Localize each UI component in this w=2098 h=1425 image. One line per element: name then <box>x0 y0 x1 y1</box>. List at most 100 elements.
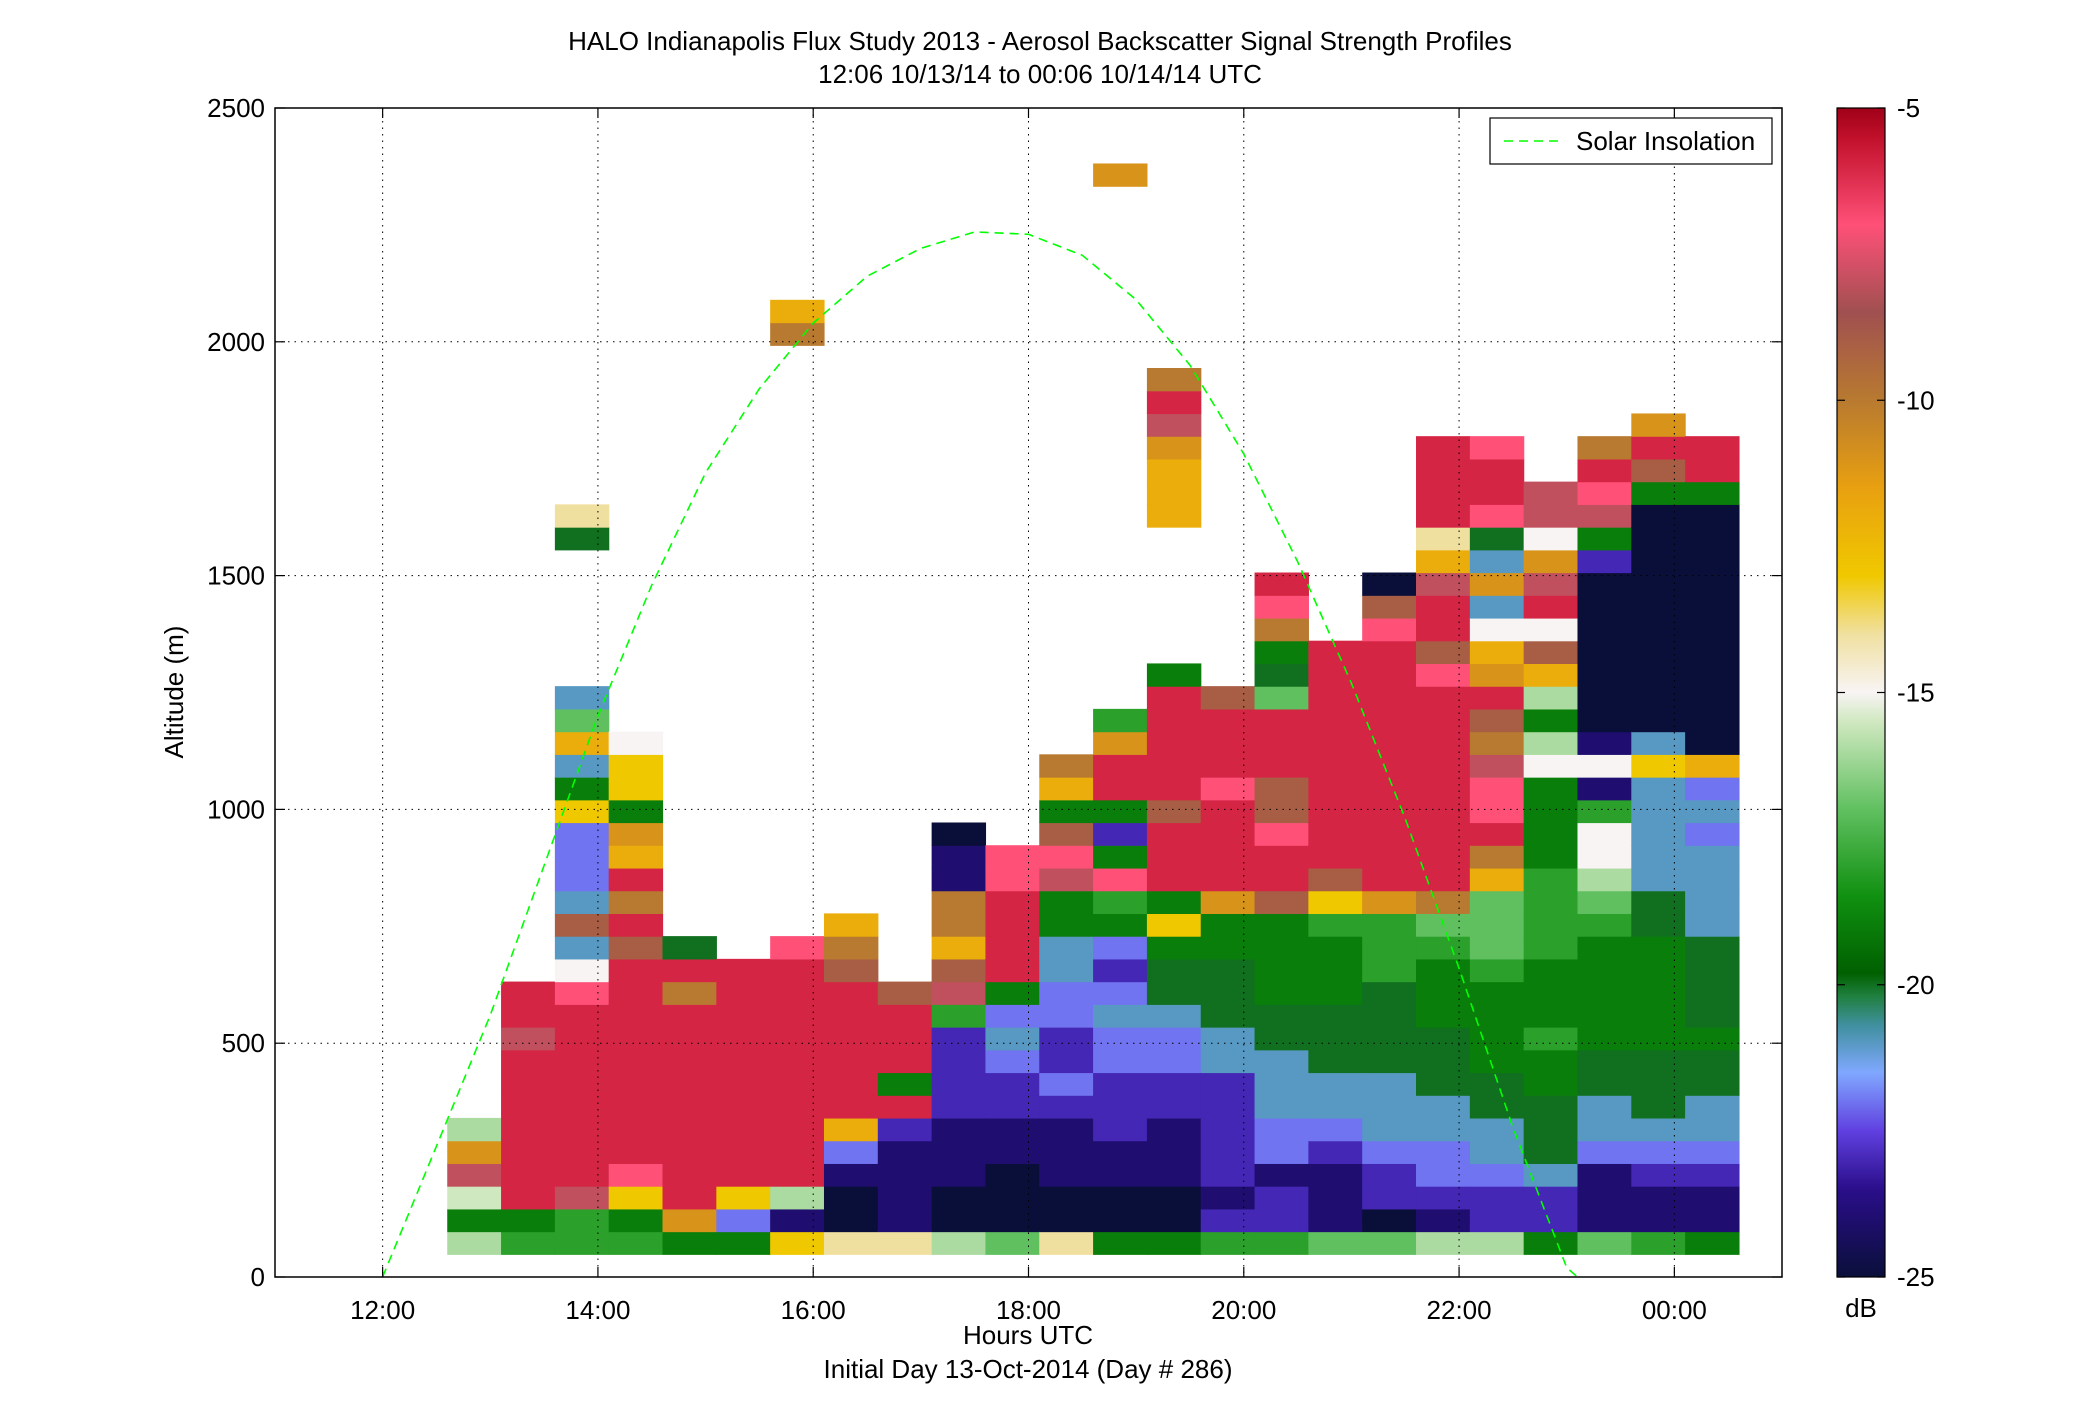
heatmap-cell <box>931 1140 987 1164</box>
heatmap-cell <box>1039 1095 1094 1119</box>
heatmap-cell <box>1200 1231 1256 1255</box>
heatmap-cell <box>931 1186 987 1210</box>
heatmap-cell <box>1631 413 1686 437</box>
heatmap-cell <box>770 322 825 346</box>
heatmap-cell <box>1200 1117 1256 1142</box>
heatmap-cell <box>501 1140 556 1164</box>
heatmap-cell <box>1362 1163 1417 1187</box>
y-tick-label: 2000 <box>207 327 265 357</box>
heatmap-cell <box>1254 1027 1309 1051</box>
heatmap-cell <box>1362 1027 1417 1051</box>
heatmap-cell <box>1577 1231 1632 1255</box>
heatmap-cell <box>1416 617 1471 642</box>
heatmap-cell <box>1416 549 1471 574</box>
heatmap-cell <box>1039 981 1094 1005</box>
heatmap-cell <box>1523 913 1579 937</box>
heatmap-cell <box>716 1231 771 1255</box>
heatmap-cell <box>1685 958 1740 983</box>
heatmap-cell <box>1577 504 1632 528</box>
heatmap-cell <box>554 1186 610 1210</box>
heatmap-cell <box>608 913 664 937</box>
heatmap-cell <box>1146 481 1202 505</box>
heatmap-cell <box>1146 958 1202 983</box>
heatmap-cell <box>1362 617 1417 642</box>
heatmap-cell <box>447 1117 502 1142</box>
heatmap-cell <box>1308 708 1363 733</box>
heatmap-cell <box>608 822 664 846</box>
heatmap-cell <box>1469 1049 1525 1074</box>
heatmap-cell <box>1416 1208 1471 1233</box>
heatmap-cell <box>1469 617 1525 642</box>
heatmap-cell <box>1093 777 1148 801</box>
heatmap-cell <box>1685 1231 1740 1255</box>
heatmap-cell <box>1093 1049 1148 1074</box>
heatmap-cell <box>608 731 664 755</box>
heatmap-cell <box>1254 663 1309 687</box>
heatmap-cell <box>1093 1027 1148 1051</box>
heatmap-cell <box>1254 1049 1309 1074</box>
heatmap-cell <box>1308 913 1363 937</box>
heatmap-cell <box>1469 1095 1525 1119</box>
heatmap-cell <box>1308 1049 1363 1074</box>
heatmap-cell <box>716 1163 771 1187</box>
heatmap-cell <box>1577 549 1632 574</box>
heatmap-cell <box>1093 754 1148 778</box>
heatmap-cell <box>1469 436 1525 460</box>
heatmap-cell <box>1631 686 1686 710</box>
heatmap-cell <box>770 1095 825 1119</box>
heatmap-cell <box>770 1186 825 1210</box>
heatmap-cell <box>1362 981 1417 1005</box>
heatmap-cell <box>1362 822 1417 846</box>
heatmap-cell <box>501 981 556 1005</box>
heatmap-cell <box>1146 504 1202 528</box>
heatmap-cell <box>1146 936 1202 960</box>
heatmap-cell <box>1469 708 1525 733</box>
heatmap-cell <box>1200 981 1256 1005</box>
heatmap-cell <box>1685 458 1740 483</box>
x-tick-label: 18:00 <box>996 1295 1061 1325</box>
heatmap-cell <box>1577 754 1632 778</box>
heatmap-cell <box>770 958 825 983</box>
heatmap-cell <box>1146 1231 1202 1255</box>
heatmap-cell <box>1093 936 1148 960</box>
heatmap-cell <box>823 1186 879 1210</box>
heatmap-cell <box>1254 799 1309 824</box>
heatmap-cell <box>877 1072 933 1096</box>
heatmap-cell <box>1577 1186 1632 1210</box>
heatmap-cell <box>608 958 664 983</box>
heatmap-cell <box>716 1095 771 1119</box>
heatmap-cell <box>662 1072 717 1096</box>
heatmap-cell <box>608 799 664 824</box>
heatmap-cell <box>1200 936 1256 960</box>
heatmap-cell <box>1416 481 1471 505</box>
heatmap-cell <box>608 845 664 869</box>
heatmap-cell <box>1039 845 1094 869</box>
heatmap-cell <box>1523 595 1579 619</box>
heatmap-cell <box>608 754 664 778</box>
heatmap-cell <box>662 1140 717 1164</box>
heatmap-cell <box>1362 1049 1417 1074</box>
heatmap-cell <box>1416 1027 1471 1051</box>
heatmap-cell <box>1577 1140 1632 1164</box>
heatmap-cell <box>608 936 664 960</box>
heatmap-cell <box>1416 1072 1471 1096</box>
heatmap-cell <box>1146 890 1202 914</box>
heatmap-cell <box>1685 777 1740 801</box>
heatmap-cell <box>1416 640 1471 665</box>
heatmap-cell <box>554 845 610 869</box>
heatmap-cell <box>1577 913 1632 937</box>
heatmap-cell <box>554 731 610 755</box>
heatmap-cell <box>1523 936 1579 960</box>
heatmap-cell <box>1416 572 1471 596</box>
heatmap-cell <box>1577 1163 1632 1187</box>
heatmap-cell <box>931 936 987 960</box>
heatmap-cell <box>877 1004 933 1028</box>
heatmap-cell <box>1631 1027 1686 1051</box>
heatmap-cell <box>1523 481 1579 505</box>
heatmap-cell <box>1631 617 1686 642</box>
heatmap-cell <box>1362 708 1417 733</box>
heatmap-cell <box>608 1027 664 1051</box>
heatmap-cell <box>1093 1186 1148 1210</box>
heatmap-cell <box>1631 799 1686 824</box>
heatmap-cell <box>1469 799 1525 824</box>
